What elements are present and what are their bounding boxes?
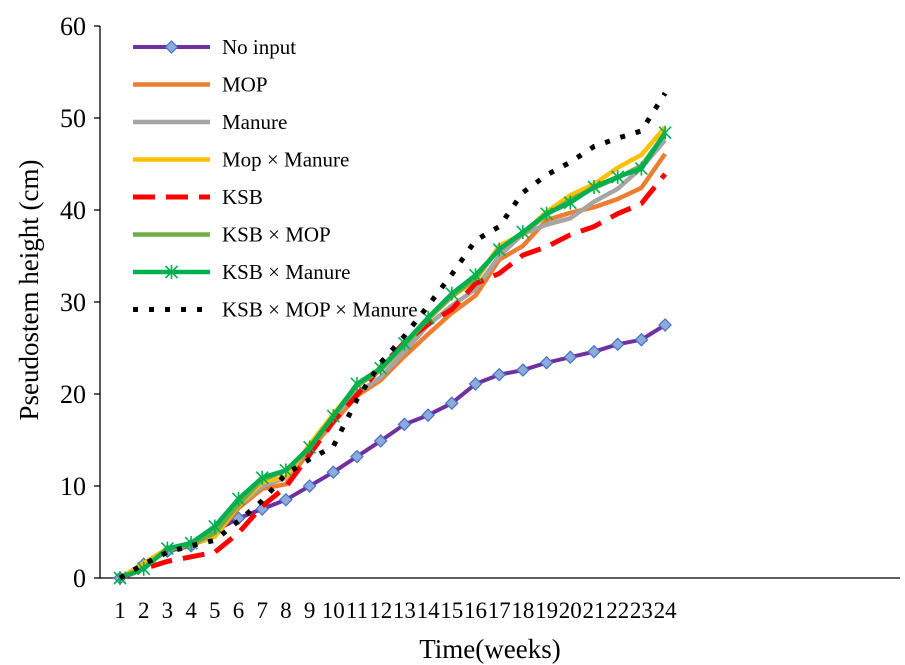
legend: No input MOP Manure Mop × Manure KSB KSB × MO… (133, 35, 418, 322)
x-tick-label: 18 (511, 598, 534, 623)
x-tick-label: 10 (322, 598, 345, 623)
data-point (658, 318, 672, 332)
legend-label: MOP (222, 73, 268, 97)
legend-item: KSB × MOP × Manure (133, 298, 418, 322)
data-point (302, 479, 317, 493)
data-point (303, 440, 317, 455)
x-tick-label: 20 (559, 598, 582, 623)
x-tick-label: 12 (369, 598, 392, 623)
x-tick-label: 13 (393, 598, 416, 623)
x-tick-label: 4 (185, 598, 197, 623)
data-point (492, 242, 506, 257)
x-tick-label: 2 (138, 598, 150, 623)
data-point (610, 337, 625, 352)
x-tick-label: 21 (583, 598, 606, 623)
data-point (421, 408, 435, 423)
x-tick-label: 9 (304, 598, 316, 623)
data-point (208, 519, 222, 534)
x-tick-label: 3 (162, 598, 174, 623)
data-point (516, 225, 530, 240)
x-tick-label: 15 (440, 598, 463, 623)
series-line (118, 91, 668, 581)
data-point (634, 332, 649, 347)
x-tick-label: 19 (535, 598, 558, 623)
legend-label: KSB (222, 185, 263, 209)
data-point (397, 417, 412, 432)
data-point (539, 355, 554, 370)
legend-item: MOP (133, 73, 268, 97)
data-point (445, 286, 459, 301)
x-tick-label: 8 (280, 598, 292, 623)
y-tick-label: 30 (60, 288, 86, 317)
data-point (374, 361, 388, 376)
x-tick-label: 24 (654, 598, 678, 623)
x-tick-label: 16 (464, 598, 487, 623)
data-point (326, 409, 340, 424)
data-point (255, 470, 269, 485)
data-point (326, 465, 341, 480)
x-tick-label: 23 (630, 598, 653, 623)
y-tick-label: 40 (60, 196, 86, 225)
y-tick-label: 20 (60, 380, 86, 409)
data-point (279, 463, 293, 478)
legend-item: KSB × Manure (133, 260, 351, 284)
data-point (350, 376, 364, 391)
data-point (658, 125, 672, 140)
x-axis-label: Time(weeks) (419, 634, 561, 664)
axes (94, 25, 900, 579)
y-tick-label: 60 (60, 12, 86, 41)
data-point (468, 268, 483, 283)
y-tick-label: 0 (73, 564, 86, 593)
legend-label: Mop × Manure (222, 148, 349, 172)
x-tick-label: 1 (114, 598, 126, 623)
data-point (563, 350, 578, 365)
y-tick-label: 50 (60, 104, 86, 133)
y-tick-label: 10 (60, 472, 86, 501)
y-axis-label: Pseudostem height (cm) (14, 160, 44, 421)
data-point (540, 206, 554, 221)
legend-label: Manure (222, 110, 287, 134)
x-tick-label: 5 (209, 598, 221, 623)
series-6 (113, 125, 672, 585)
legend-label: No input (222, 35, 296, 59)
legend-marker (164, 40, 179, 54)
series-layer (113, 91, 672, 585)
legend-item: Manure (133, 110, 287, 134)
legend-label: KSB × MOP × Manure (222, 298, 418, 322)
legend-marker (164, 265, 179, 279)
x-tick-label: 11 (346, 598, 368, 623)
x-tick-label: 22 (606, 598, 629, 623)
data-point (563, 195, 577, 210)
x-tick-label: 17 (488, 598, 511, 623)
data-point (587, 180, 601, 194)
legend-item: KSB × MOP (133, 223, 331, 247)
data-point (492, 367, 507, 382)
data-point (516, 363, 530, 377)
data-point (468, 377, 483, 391)
data-point (587, 344, 601, 359)
legend-item: Mop × Manure (133, 148, 349, 172)
x-tick-label: 6 (233, 598, 245, 623)
data-point (611, 169, 625, 184)
data-point (444, 396, 459, 411)
legend-label: KSB × MOP (222, 223, 331, 247)
x-tick-label: 14 (417, 598, 441, 623)
x-tick-labels: 1 2 3 4 5 6 7 8 9 10 11 12 13 14 15 16 17 18 19 20 21 22 23 24 (114, 598, 677, 623)
series-line (119, 131, 667, 581)
legend-item: KSB (133, 185, 263, 209)
data-point (634, 161, 648, 176)
data-point (373, 434, 388, 448)
data-point (279, 492, 293, 507)
legend-label: KSB × Manure (222, 260, 351, 284)
series-7 (118, 91, 668, 581)
data-point (350, 449, 364, 464)
legend-item: No input (133, 35, 296, 59)
y-tick-labels: 0 10 20 30 40 50 60 (60, 12, 86, 593)
x-tick-label: 7 (256, 598, 268, 623)
data-point (137, 561, 151, 576)
data-point (231, 491, 246, 506)
